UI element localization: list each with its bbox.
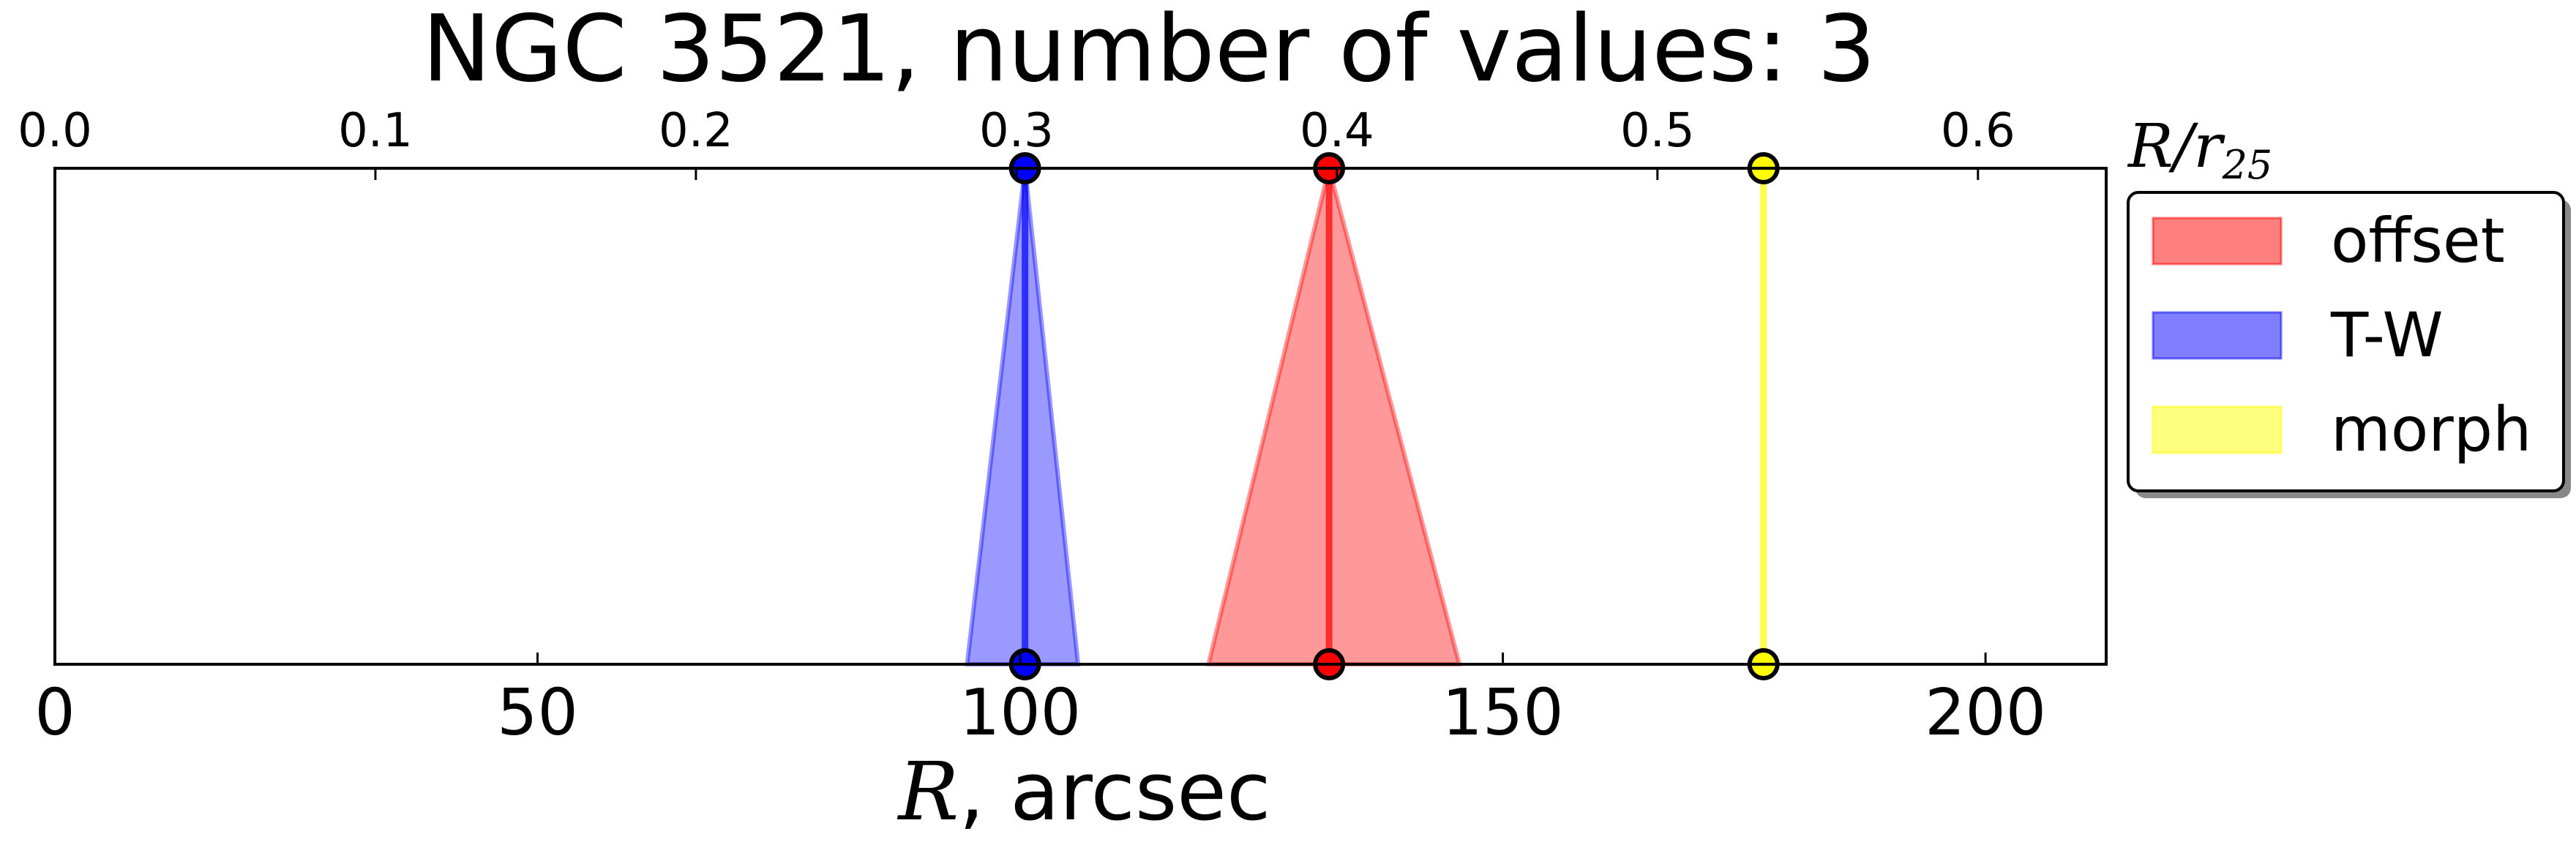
legend-swatch-morph <box>2152 405 2283 454</box>
plot-area <box>965 152 1780 680</box>
top-axis-label-main: R/r <box>2127 112 2225 181</box>
top-tick-label: 0.5 <box>1620 104 1695 158</box>
x-axis-label: R, arcsec <box>897 745 1271 838</box>
bottom-tick-label: 100 <box>959 675 1081 750</box>
bottom-tick-label: 150 <box>1442 675 1564 750</box>
legend-items: offset T-W morph <box>2152 205 2531 465</box>
top-tick-label: 0.4 <box>1300 104 1374 158</box>
plot-frame <box>53 167 2108 666</box>
legend: offset T-W morph <box>2127 191 2571 498</box>
x-axis-label-text: , arcsec <box>959 745 1270 838</box>
bottom-tick-label: 50 <box>497 675 578 750</box>
top-tick-label: 0.0 <box>18 104 92 158</box>
legend-swatch-t-w <box>2152 311 2283 360</box>
top-axis-label: R/r25 <box>2127 112 2272 188</box>
top-tick-label: 0.3 <box>979 104 1054 158</box>
top-tick-label: 0.2 <box>659 104 733 158</box>
x-axis-label-symbol: R <box>897 745 959 838</box>
top-axis-label-subscript: 25 <box>2222 142 2273 188</box>
chart-title: NGC 3521, number of values: 3 <box>422 0 1876 102</box>
legend-label-morph: morph <box>2331 394 2531 465</box>
top-axis: 0.0 0.1 0.2 0.3 0.4 0.5 0.6 <box>18 104 2015 180</box>
bottom-tick-label: 200 <box>1925 675 2046 750</box>
legend-label-t-w: T-W <box>2330 299 2444 371</box>
bottom-tick-label: 0 <box>34 675 75 750</box>
bottom-axis: 0 50 100 150 200 <box>34 653 2046 750</box>
top-tick-label: 0.6 <box>1941 104 2015 158</box>
top-tick-label: 0.1 <box>338 104 413 158</box>
range-offset <box>1205 168 1463 666</box>
legend-swatch-offset <box>2152 217 2283 266</box>
legend-label-offset: offset <box>2331 205 2505 277</box>
